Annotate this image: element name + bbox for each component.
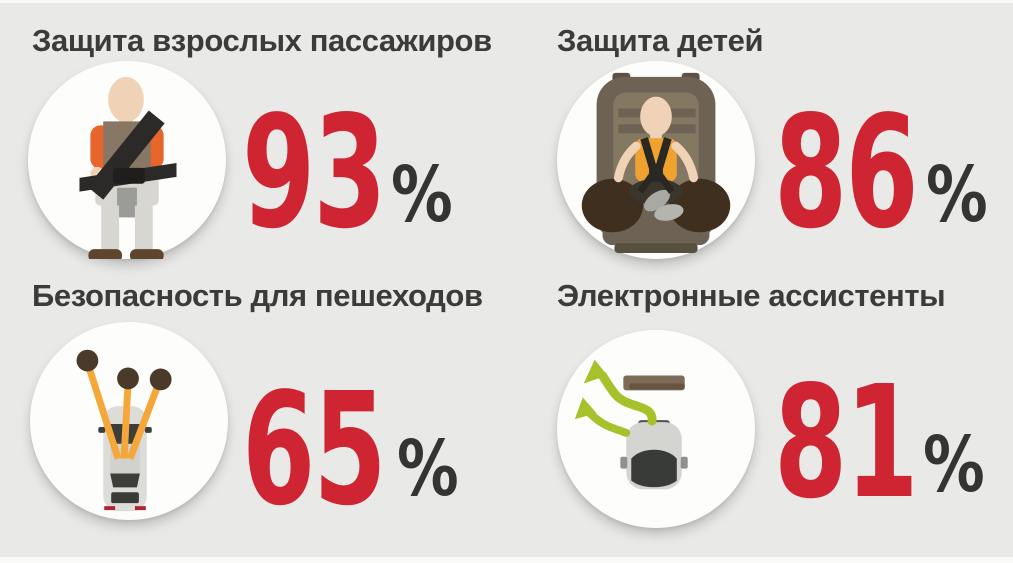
child-car-seat-icon: [557, 61, 755, 259]
icon-circle: [557, 61, 755, 259]
page-edge-bottom: [0, 557, 1013, 563]
stat-value: 93: [242, 82, 387, 263]
adult-passenger-seatbelt-icon: [28, 61, 226, 259]
page-edge-top: [0, 0, 1013, 3]
icon-circle: [557, 330, 755, 528]
stat-value: 65: [242, 359, 387, 540]
percent-sign: %: [926, 151, 988, 240]
stat-title: Электронные ассистенты: [557, 278, 946, 313]
stat-title: Безопасность для пешеходов: [32, 278, 483, 313]
icon-circle: [30, 322, 228, 520]
stat-value: 86: [774, 82, 919, 263]
stat-title: Защита взрослых пассажиров: [32, 23, 492, 58]
stat-title: Защита детей: [557, 23, 764, 58]
percent-sign: %: [923, 421, 985, 510]
stat-value: 81: [774, 352, 919, 533]
percent-sign: %: [391, 151, 453, 240]
percent-sign: %: [397, 425, 459, 514]
pedestrian-impact-car-icon: [30, 322, 228, 520]
icon-circle: [28, 61, 226, 259]
car-avoidance-arrows-icon: [557, 330, 755, 528]
